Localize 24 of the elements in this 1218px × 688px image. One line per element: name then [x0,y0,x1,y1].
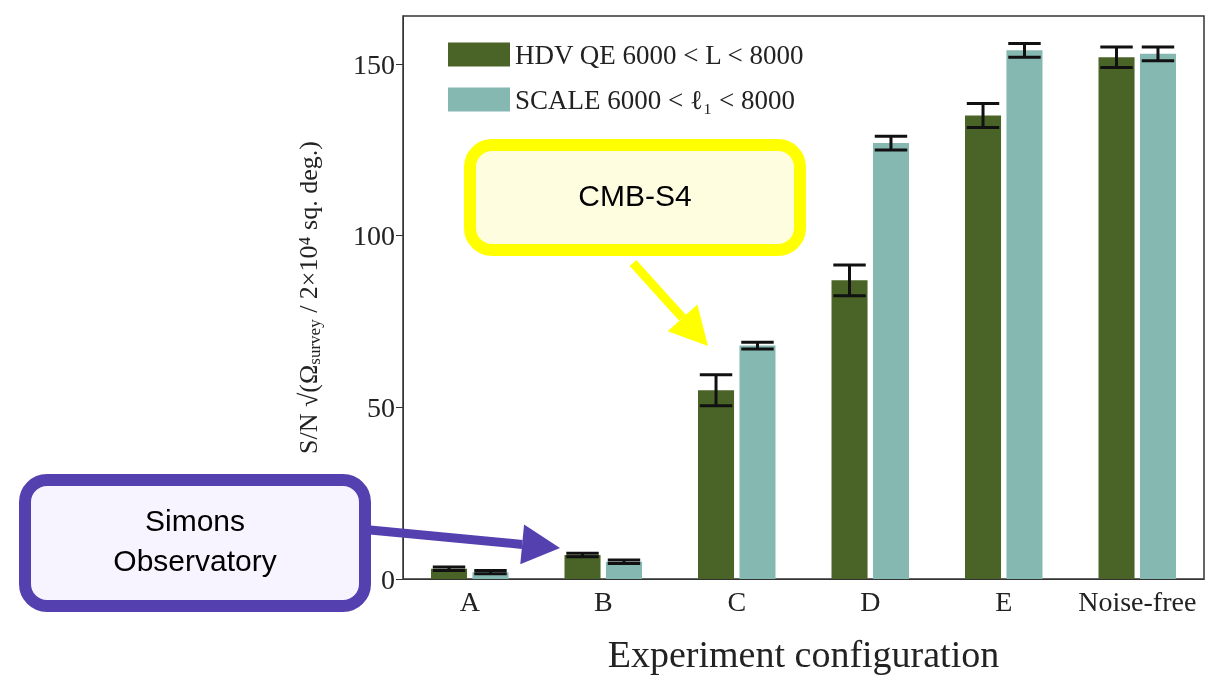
y-tick-label: 150 [353,48,395,80]
y-tick-label: 0 [381,563,395,595]
y-tick-label: 100 [353,220,395,252]
y-tick-label: 50 [367,391,395,423]
x-tick-label: D [860,585,881,617]
x-axis-title: Experiment configuration [607,633,1000,675]
bar [739,345,776,579]
text: Simons Observatory [113,503,277,577]
legend-label: HDV QE 6000 < L < 8000 [515,39,804,70]
bar [965,115,1002,579]
legend-label: SCALE 6000 < ℓ₁ < 8000 [515,84,796,115]
bar [1006,50,1043,579]
x-tick-label: Noise-free [1078,585,1197,617]
bar [872,143,909,579]
bar [1139,53,1176,579]
bar [1098,57,1135,579]
y-axis-title: S/N √(Ωsurvey / 2×10⁴ sq. deg.) [294,141,324,454]
x-tick-label: A [459,585,481,617]
x-tick-label: E [995,585,1013,617]
x-tick-label: C [727,585,747,617]
x-tick-label: B [593,585,613,617]
bar [698,390,735,579]
bar [831,280,868,579]
annotation: CMB-S4 [578,178,692,212]
